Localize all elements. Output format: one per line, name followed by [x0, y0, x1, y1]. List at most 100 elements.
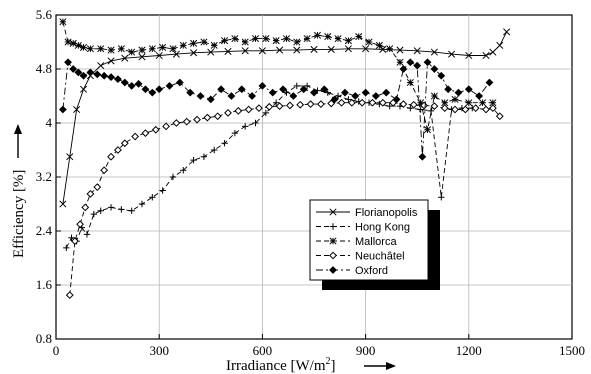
data-point: [79, 71, 88, 80]
data-point: [320, 85, 329, 94]
data-point: [86, 45, 94, 53]
data-point: [118, 206, 125, 213]
data-point: [162, 122, 170, 131]
data-point: [482, 51, 490, 60]
x-tick-label: 0: [53, 343, 60, 358]
data-point: [351, 92, 360, 100]
data-point: [210, 41, 218, 49]
data-point: [430, 48, 438, 56]
data-point: [268, 88, 277, 97]
y-tick-label: 4: [46, 115, 53, 130]
data-point: [182, 117, 191, 126]
data-point: [141, 129, 150, 138]
y-tick-label: 0.8: [36, 331, 52, 346]
legend-label: Hong Kong: [355, 222, 410, 234]
data-point: [97, 45, 105, 53]
x-axis-arrow-icon: [364, 362, 396, 370]
data-point: [406, 78, 414, 87]
data-point: [375, 41, 383, 49]
data-point: [345, 96, 352, 103]
data-point: [237, 85, 246, 94]
y-axis-title: Efficiency [%]: [11, 170, 27, 258]
data-point: [479, 99, 487, 107]
data-point: [272, 37, 280, 45]
data-point: [148, 88, 157, 97]
data-point: [121, 54, 129, 62]
data-point: [252, 119, 259, 127]
data-point: [234, 106, 243, 115]
data-point: [355, 33, 363, 41]
data-point: [286, 101, 294, 110]
data-point: [409, 100, 418, 109]
data-point: [73, 105, 81, 114]
data-point: [448, 50, 456, 58]
data-point: [231, 35, 239, 43]
data-point: [310, 88, 318, 97]
y-tick-label: 1.6: [36, 277, 53, 292]
data-point: [358, 98, 367, 107]
data-point: [120, 139, 129, 148]
y-axis-ticks: 0.8 1.6 2.4 3.2 4 4.8 5.6: [36, 7, 61, 346]
data-point: [293, 38, 301, 46]
data-point: [368, 98, 377, 107]
data-point: [68, 234, 75, 241]
data-point: [81, 203, 90, 212]
data-point: [418, 152, 427, 161]
data-point: [117, 45, 125, 53]
data-point: [378, 98, 387, 107]
series-mallorca: [59, 18, 497, 134]
data-point: [258, 81, 267, 90]
data-point: [399, 65, 408, 73]
data-point: [406, 58, 415, 67]
y-tick-label: 4.8: [36, 61, 52, 76]
data-point: [461, 105, 470, 114]
data-point: [488, 104, 497, 113]
legend-item-neuch-tel: Neuchâtel: [316, 251, 405, 263]
data-point: [128, 207, 135, 214]
data-point: [327, 45, 335, 53]
data-point: [203, 113, 212, 122]
series-layer: [58, 18, 511, 300]
data-point: [313, 31, 321, 39]
data-point: [344, 37, 352, 45]
data-point: [138, 200, 146, 208]
legend-label: Florianopolis: [355, 207, 418, 219]
data-point: [97, 207, 104, 214]
data-point: [465, 99, 473, 107]
data-point: [485, 78, 494, 87]
data-point: [190, 39, 198, 47]
legend-item-mallorca: Mallorca: [316, 236, 397, 248]
data-point: [465, 51, 473, 60]
data-point: [200, 38, 208, 46]
data-point: [386, 102, 393, 110]
data-point: [97, 62, 105, 70]
data-point: [248, 92, 256, 100]
data-point: [427, 107, 435, 115]
legend-label: Neuchâtel: [355, 251, 405, 263]
data-point: [107, 152, 115, 161]
data-point: [329, 208, 337, 216]
x-tick-label: 600: [253, 343, 273, 358]
data-point: [495, 112, 504, 121]
data-point: [299, 85, 308, 94]
data-point: [172, 119, 181, 127]
legend-item-florianopolis: Florianopolis: [316, 207, 418, 219]
x-tick-label: 900: [356, 343, 376, 358]
data-point: [293, 82, 300, 90]
data-point: [86, 68, 95, 77]
data-point: [365, 38, 373, 46]
data-point: [213, 112, 222, 121]
data-point: [76, 220, 84, 229]
data-point: [489, 48, 497, 56]
data-point: [337, 98, 346, 107]
data-point: [100, 166, 109, 175]
data-point: [175, 78, 184, 87]
data-point: [141, 85, 150, 94]
data-point: [69, 65, 78, 73]
data-point: [71, 237, 79, 246]
data-point: [86, 189, 95, 198]
data-point: [93, 70, 102, 79]
data-point: [221, 140, 228, 147]
data-point: [120, 78, 129, 87]
